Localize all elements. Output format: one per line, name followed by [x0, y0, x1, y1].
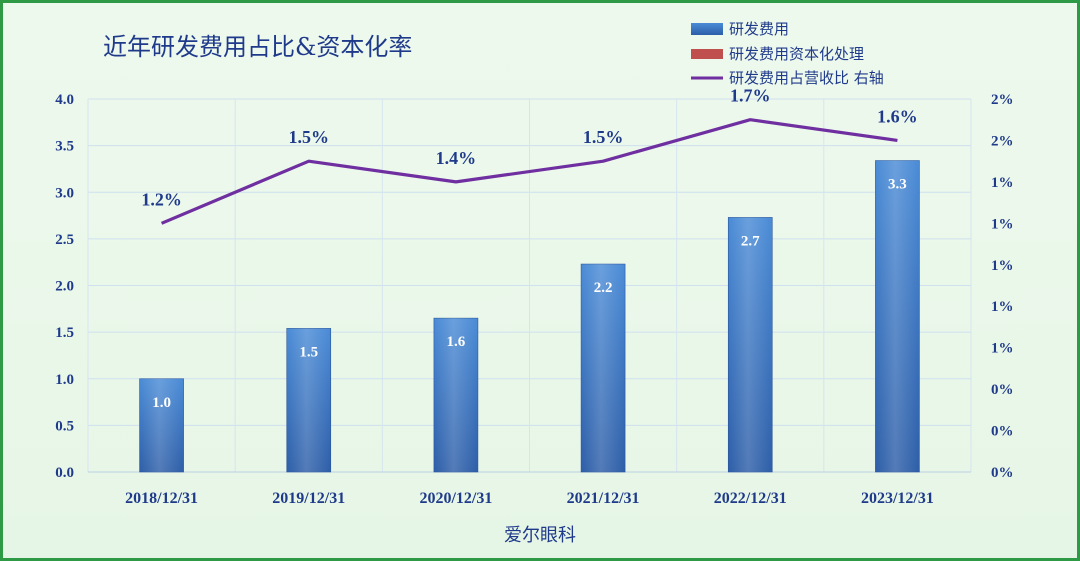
y-right-tick-label: 2%	[991, 92, 1014, 108]
y-axis-left: 0.0 0.5 1.0 1.5 2.0 2.5 3.0 3.5 4.0	[55, 92, 74, 481]
legend-label: 研发费用	[729, 20, 789, 38]
y-axis-right: 0% 0% 0% 1% 1% 1% 1% 1% 2% 2%	[991, 92, 1014, 481]
y-left-tick-label: 3.0	[55, 185, 74, 201]
x-axis-label: 爱尔眼科	[504, 525, 576, 546]
y-right-tick-label: 2%	[991, 133, 1014, 149]
bars: 1.0 1.5 1.6 2.2 2.7 3.3	[139, 160, 920, 473]
y-left-tick-label: 1.5	[55, 325, 74, 341]
chart: 1.01.51.62.22.73.3 1.2%1.5%1.4%1.5%1.7%1…	[55, 20, 1014, 546]
y-left-tick-label: 3.5	[55, 139, 74, 155]
bar-sheen	[286, 328, 331, 472]
bar-sheen	[581, 264, 626, 472]
line-data-label: 1.5%	[583, 127, 624, 147]
bar-sheen	[875, 160, 920, 473]
line-data-label: 1.7%	[730, 86, 771, 106]
x-tick-label: 2020/12/31	[419, 490, 492, 507]
legend-label: 研发费用占营收比 右轴	[729, 69, 884, 87]
chart-title: 近年研发费用占比&资本化率	[103, 33, 412, 61]
x-tick-label: 2021/12/31	[567, 490, 640, 507]
ratio-line: 1.2% 1.5% 1.4% 1.5% 1.7% 1.6%	[141, 86, 918, 225]
bar-data-label: 2.7	[741, 233, 760, 249]
y-right-tick-label: 1%	[991, 216, 1014, 232]
line-data-label: 1.5%	[289, 127, 330, 147]
bar-data-label: 1.5	[299, 344, 318, 360]
bar-data-label: 1.0	[152, 395, 171, 411]
line-data-label: 1.6%	[877, 106, 918, 126]
bar-data-label: 3.3	[888, 177, 907, 193]
x-tick-label: 2019/12/31	[272, 490, 345, 507]
y-left-tick-label: 0.5	[55, 418, 74, 434]
bar-sheen	[728, 217, 773, 472]
bar-data-label: 2.2	[594, 280, 613, 296]
x-tick-label: 2018/12/31	[125, 490, 198, 507]
y-left-tick-label: 2.0	[55, 279, 74, 295]
y-right-tick-label: 1%	[991, 258, 1014, 274]
legend-swatch-rd-expense	[691, 23, 723, 35]
bar-sheen	[433, 318, 478, 472]
y-right-tick-label: 1%	[991, 175, 1014, 191]
y-right-tick-label: 0%	[991, 382, 1014, 398]
line-data-label: 1.2%	[141, 189, 182, 209]
x-tick-label: 2023/12/31	[861, 490, 934, 507]
y-left-tick-label: 4.0	[55, 92, 74, 108]
legend-swatch-capitalized	[691, 49, 723, 59]
y-left-tick-label: 0.0	[55, 465, 74, 481]
line-data-label: 1.4%	[436, 148, 477, 168]
bar-data-label: 1.6	[447, 334, 466, 350]
y-right-tick-label: 1%	[991, 299, 1014, 315]
x-tick-label: 2022/12/31	[714, 490, 787, 507]
y-right-tick-label: 1%	[991, 341, 1014, 357]
y-left-tick-label: 2.5	[55, 232, 74, 248]
legend-label: 研发费用资本化处理	[729, 45, 864, 63]
ratio-line-path	[160, 118, 898, 225]
x-axis: 2018/12/31 2019/12/31 2020/12/31 2021/12/31…	[125, 490, 934, 507]
gridlines	[87, 98, 972, 473]
y-left-tick-label: 1.0	[55, 372, 74, 388]
y-right-tick-label: 0%	[991, 465, 1014, 481]
bar-sheen	[139, 378, 184, 472]
y-right-tick-label: 0%	[991, 424, 1014, 440]
